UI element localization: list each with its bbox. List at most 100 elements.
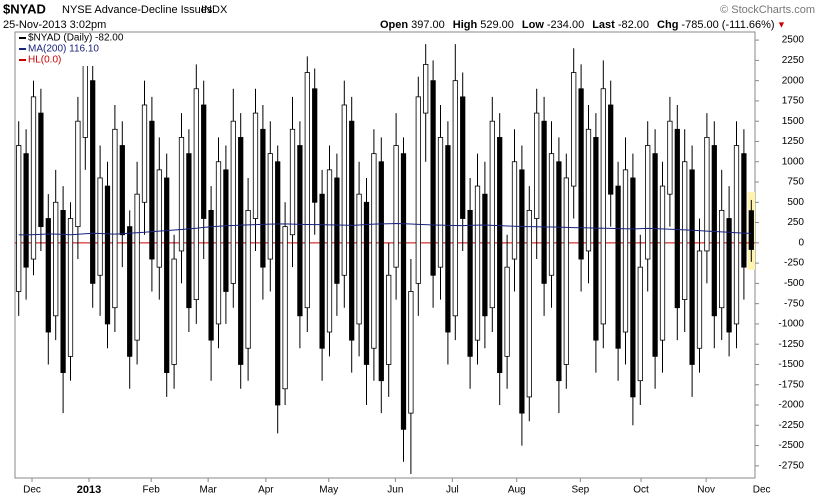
body [275, 161, 281, 406]
x-tick-label: Apr [258, 485, 274, 496]
stat-label: Last [592, 19, 615, 31]
body [615, 185, 621, 349]
x-tick-label: Oct [633, 485, 649, 496]
y-tick-label: 1250 [782, 136, 805, 147]
y-tick-label: -2500 [778, 440, 804, 451]
y-tick-label: -1000 [778, 319, 804, 330]
body [349, 120, 355, 341]
body [319, 193, 325, 349]
body [23, 153, 29, 268]
body [378, 161, 384, 382]
symbol: $NYAD [3, 1, 46, 16]
body [556, 161, 562, 382]
x-tick-label: Dec [753, 485, 771, 496]
body [637, 266, 643, 382]
body [67, 218, 74, 357]
x-tick-label: Jun [387, 485, 403, 496]
body [75, 120, 81, 228]
body [519, 169, 525, 414]
body [437, 137, 444, 268]
body [733, 145, 740, 325]
body [178, 137, 185, 252]
body [460, 96, 466, 219]
stat-label: Chg [657, 19, 678, 31]
y-tick-label: 1500 [782, 116, 805, 127]
legend-bg [17, 55, 152, 66]
legend-label: MA(200) 116.10 [28, 44, 99, 55]
y-tick-label: 2000 [782, 75, 805, 86]
body [386, 274, 392, 365]
body [127, 226, 133, 357]
body [201, 104, 207, 219]
body [711, 145, 717, 317]
body [585, 128, 592, 252]
body [141, 104, 148, 203]
body [593, 137, 599, 341]
body [563, 177, 569, 365]
body [112, 128, 118, 309]
body [193, 88, 199, 300]
body [719, 209, 725, 309]
stat-value: 529.00 [480, 19, 514, 31]
body [704, 137, 710, 252]
y-tick-label: 1000 [782, 156, 805, 167]
body [674, 128, 680, 309]
y-tick-label: -2750 [778, 460, 804, 471]
body [16, 145, 22, 292]
body [423, 64, 429, 114]
y-tick-label: 1750 [782, 96, 805, 107]
x-tick-label: Mar [200, 485, 218, 496]
y-tick-label: -1750 [778, 379, 804, 390]
date: 25-Nov-2013 3:02pm [3, 19, 106, 31]
y-tick-label: -1500 [778, 359, 804, 370]
y-tick-label: -250 [784, 258, 804, 269]
arrow: ▼ [777, 19, 786, 29]
body [526, 209, 532, 398]
body [156, 169, 162, 268]
body [489, 120, 495, 309]
body [38, 112, 44, 228]
plot-frame [14, 31, 756, 479]
y-tick-label: 250 [787, 217, 804, 228]
body [267, 153, 273, 260]
y-tick-label: -1250 [778, 339, 804, 350]
body [149, 120, 155, 260]
x-tick-label: Nov [697, 485, 715, 496]
legend-label: $NYAD (Daily) -82.00 [28, 33, 124, 44]
body [341, 104, 347, 276]
body [90, 80, 96, 284]
body [282, 226, 288, 390]
body [356, 193, 362, 325]
y-tick-label: -750 [784, 298, 804, 309]
body [289, 128, 296, 236]
body [474, 185, 481, 341]
body [223, 169, 229, 292]
exchange: INDX [201, 4, 228, 16]
body [119, 145, 125, 236]
legend-bg [17, 33, 152, 44]
body [134, 193, 140, 341]
body [696, 250, 703, 349]
body [186, 153, 192, 309]
body [400, 153, 407, 430]
body [548, 153, 555, 276]
body [504, 266, 510, 357]
body [415, 96, 421, 284]
body [571, 72, 577, 187]
body [408, 291, 414, 414]
x-tick-label: 2013 [77, 484, 101, 496]
body [726, 218, 732, 333]
body [97, 177, 103, 276]
body [334, 177, 340, 284]
body [467, 209, 473, 357]
body [30, 96, 37, 260]
brand: © StockCharts.com [720, 4, 815, 16]
body [497, 137, 503, 373]
body [45, 218, 51, 333]
body [393, 145, 399, 268]
body [452, 80, 458, 317]
y-tick-label: -2000 [778, 400, 804, 411]
body [741, 153, 747, 268]
x-tick-label: Dec [23, 485, 41, 496]
